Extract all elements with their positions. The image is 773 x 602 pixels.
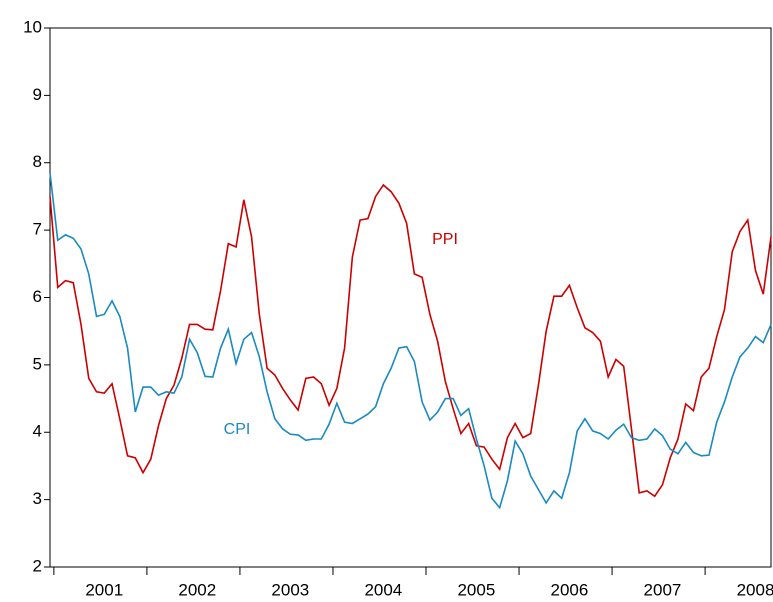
x-tick-label: 2006 [551,580,589,599]
x-tick-label: 2004 [364,580,402,599]
y-tick-label: 5 [33,354,42,373]
y-tick-label: 7 [33,220,42,239]
y-tick-label: 10 [23,17,42,36]
series-line [49,172,772,510]
x-tick-label: 2007 [644,580,682,599]
y-tick-label: 8 [33,152,42,171]
x-tick-label: 2002 [178,580,216,599]
series-label: PPI [432,231,458,248]
plot-frame [49,27,772,568]
y-tick-label: 6 [33,287,42,306]
y-tick-label: 2 [33,556,42,575]
x-tick-label: 2005 [457,580,495,599]
y-tick-label: 3 [33,489,42,508]
x-tick-label: 2001 [85,580,123,599]
y-tick-label: 4 [33,422,42,441]
x-tick-label: 2003 [271,580,309,599]
x-tick-label: 2008 [737,580,773,599]
series-line [49,183,772,498]
series-label: CPI [224,421,251,438]
y-tick-label: 9 [33,85,42,104]
